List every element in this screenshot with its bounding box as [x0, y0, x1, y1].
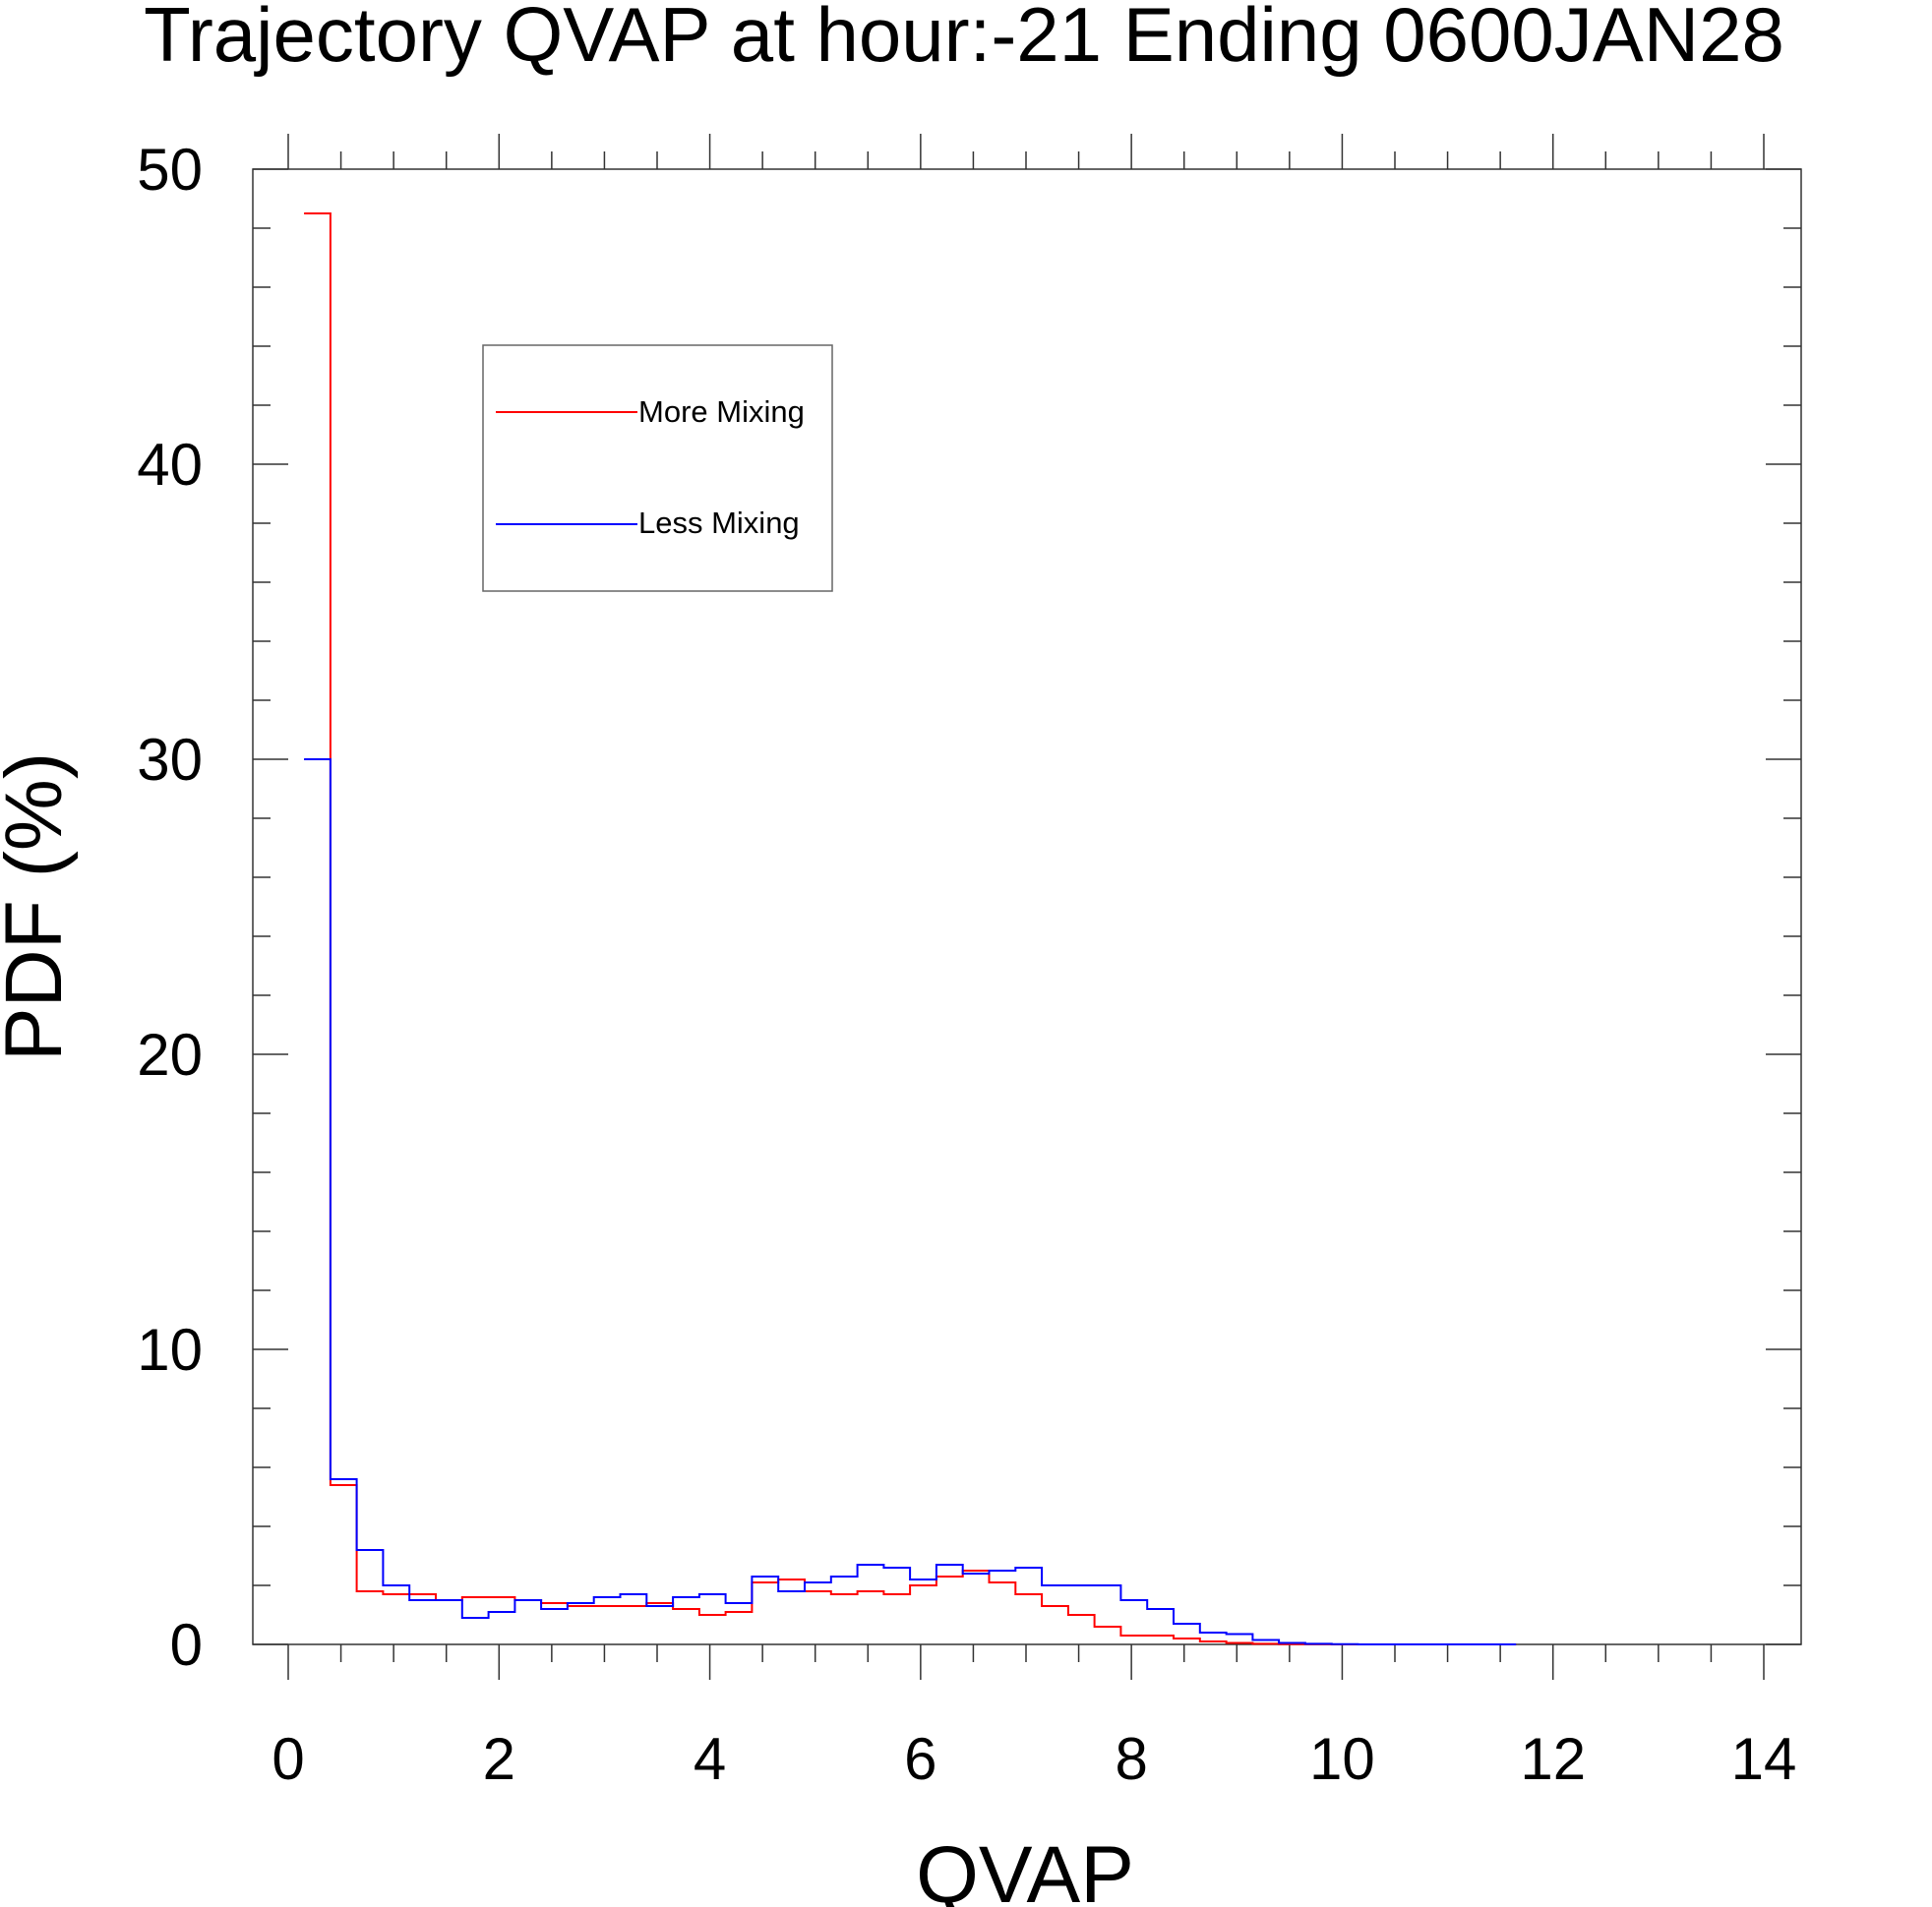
legend-label-more-mixing: More Mixing — [638, 394, 805, 429]
series-line-less-mixing — [304, 758, 1517, 1645]
x-tick-label: 4 — [694, 1726, 726, 1792]
x-axis-title: QVAP — [916, 1830, 1134, 1907]
x-tick-label: 14 — [1731, 1726, 1797, 1792]
y-axis-title: PDF (%) — [0, 752, 79, 1061]
y-tick-label: 10 — [137, 1317, 203, 1383]
x-tick-label: 12 — [1520, 1726, 1586, 1792]
chart-title: Trajectory QVAP at hour:-21 Ending 0600J… — [144, 0, 1784, 78]
legend: More Mixing Less Mixing — [482, 344, 833, 592]
legend-label-less-mixing: Less Mixing — [638, 506, 800, 540]
y-tick-label: 30 — [137, 727, 203, 793]
y-tick-label: 0 — [170, 1612, 203, 1678]
series-layer — [304, 212, 1517, 1645]
x-tick-label: 8 — [1115, 1726, 1147, 1792]
x-axis: 0 2 4 6 8 10 12 14 — [272, 134, 1796, 1792]
x-tick-label: 10 — [1309, 1726, 1375, 1792]
y-tick-label: 20 — [137, 1022, 203, 1088]
y-tick-label: 40 — [137, 432, 203, 498]
legend-box — [482, 344, 833, 592]
x-tick-label: 0 — [272, 1726, 304, 1792]
plot-frame — [252, 168, 1802, 1645]
x-tick-label: 6 — [904, 1726, 936, 1792]
series-line-more-mixing — [304, 212, 1517, 1645]
y-axis: 0 10 20 30 40 50 — [137, 137, 1801, 1678]
x-tick-label: 2 — [483, 1726, 515, 1792]
y-tick-label: 50 — [137, 137, 203, 203]
